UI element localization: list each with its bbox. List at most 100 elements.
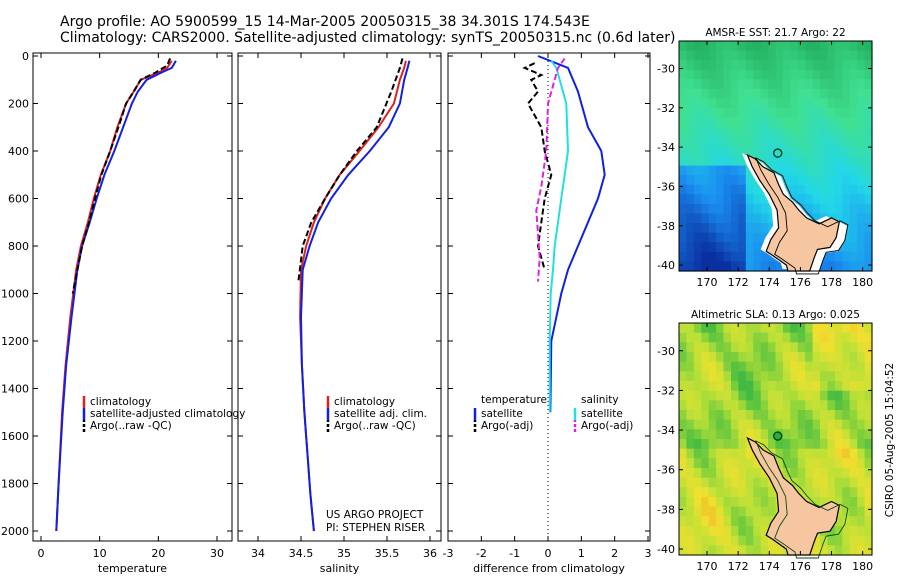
- map-cell: [864, 184, 873, 195]
- map-cell: [693, 323, 702, 334]
- map-cell: [812, 468, 821, 479]
- map-cell: [857, 381, 866, 392]
- map-cell: [857, 506, 866, 517]
- map-cell: [790, 439, 799, 450]
- map-cell: [745, 371, 754, 382]
- map-cell: [790, 323, 799, 334]
- map-cell: [731, 232, 739, 243]
- map-cell: [679, 136, 687, 147]
- map-cell: [686, 535, 695, 546]
- map-cell: [708, 516, 717, 527]
- map-cell: [834, 390, 843, 401]
- map-cell: [753, 352, 762, 363]
- map-cell: [768, 342, 777, 353]
- map-cell: [857, 156, 866, 167]
- map-cell: [745, 146, 754, 157]
- map-cell: [775, 371, 784, 382]
- map-cell: [864, 88, 873, 100]
- x-tick-label: 20: [151, 547, 165, 560]
- map-cell: [827, 117, 836, 128]
- map-cell: [723, 108, 732, 119]
- map-cell: [857, 371, 866, 382]
- map-cell: [686, 184, 695, 195]
- map-cell: [775, 352, 784, 363]
- map-cell: [760, 545, 769, 556]
- map-cell: [723, 400, 732, 411]
- map-cell: [753, 50, 762, 61]
- map-cell: [753, 98, 762, 109]
- map-cell: [693, 448, 702, 459]
- map-cell: [768, 88, 777, 100]
- map-cell: [701, 156, 710, 167]
- map-cell: [797, 468, 806, 479]
- map-cell: [782, 98, 791, 109]
- map-cell: [723, 261, 732, 272]
- x-tick-label: 174: [759, 276, 780, 289]
- map-cell: [768, 497, 777, 508]
- map-cell: [686, 487, 695, 498]
- map-cell: [738, 194, 747, 205]
- map-cell: [723, 223, 732, 234]
- map-cell: [797, 371, 806, 382]
- map-cell: [864, 361, 873, 372]
- map-cell: [745, 232, 754, 243]
- map-cell: [731, 371, 739, 382]
- map-cell: [760, 136, 769, 147]
- map-cell: [693, 545, 702, 556]
- map-cell: [864, 506, 873, 517]
- map-cell: [842, 516, 851, 527]
- map-cell: [805, 136, 814, 147]
- y-tick-label: 400: [8, 145, 29, 158]
- map-cell: [797, 342, 806, 353]
- map-cell: [797, 439, 806, 450]
- map-cell: [820, 60, 828, 71]
- map-cell: [827, 251, 836, 262]
- map-cell: [753, 184, 762, 195]
- map-cell: [738, 468, 747, 479]
- map-title: Altimetric SLA: 0.13 Argo: 0.025: [691, 309, 860, 321]
- map-cell: [731, 98, 739, 109]
- map-cell: [842, 535, 851, 546]
- map-cell: [738, 535, 747, 546]
- map-cell: [693, 88, 702, 100]
- map-cell: [827, 477, 836, 488]
- map-cell: [820, 477, 828, 488]
- map-cell: [857, 458, 866, 469]
- map-cell: [753, 136, 762, 147]
- map-cell: [693, 477, 702, 488]
- map-cell: [849, 108, 858, 119]
- x-tick-label: 35: [337, 547, 351, 560]
- map-cell: [849, 448, 858, 459]
- map-cell: [805, 487, 814, 498]
- map-cell: [790, 165, 799, 176]
- map-frame: [678, 40, 873, 272]
- map-cell: [745, 381, 754, 392]
- x-tick-label: 178: [821, 560, 842, 573]
- map-cell: [768, 381, 777, 392]
- x-tick-label: 170: [697, 276, 718, 289]
- map-cell: [812, 429, 821, 440]
- map-cell: [797, 98, 806, 109]
- figure-subtitle: Climatology: CARS2000. Satellite-adjuste…: [60, 30, 676, 46]
- map-cell: [745, 136, 754, 147]
- map-cell: [812, 213, 821, 224]
- map-cell: [693, 194, 702, 205]
- map-cell: [679, 223, 687, 234]
- map-cell: [842, 371, 851, 382]
- map-cell: [775, 390, 784, 401]
- map-cell: [738, 390, 747, 401]
- map-cell: [701, 261, 710, 272]
- map-cell: [820, 146, 828, 157]
- map-cell: [745, 98, 754, 109]
- map-cell: [693, 60, 702, 71]
- map-cell: [797, 429, 806, 440]
- map-cell: [812, 127, 821, 138]
- map-cell: [723, 448, 732, 459]
- map-cell: [820, 175, 828, 186]
- map-cell: [857, 410, 866, 421]
- map-cell: [738, 545, 747, 556]
- map-cell: [768, 352, 777, 363]
- map-cell: [849, 361, 858, 372]
- map-cell: [812, 497, 821, 508]
- map-cell: [716, 477, 725, 488]
